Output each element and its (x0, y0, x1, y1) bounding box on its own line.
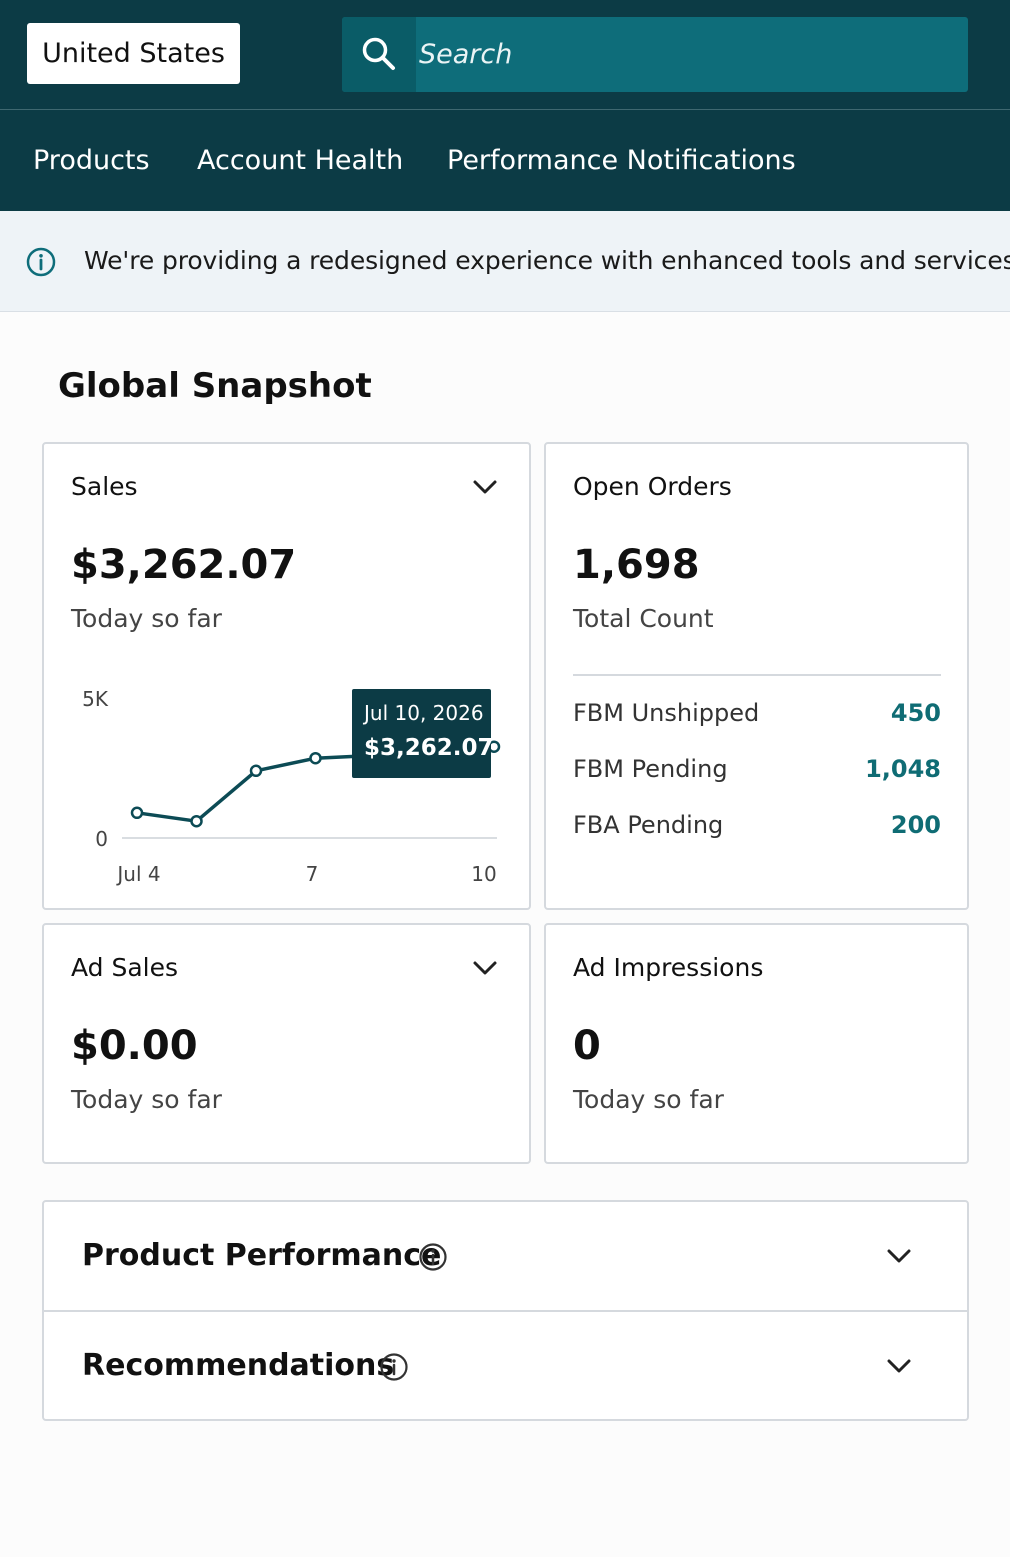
chart-data-point[interactable] (309, 751, 322, 765)
x-tick-label: 7 (306, 862, 319, 886)
y-tick-label: 5K (82, 687, 109, 711)
ad-impressions-subtitle: Today so far (573, 1085, 724, 1114)
open-orders-title: Open Orders (573, 472, 732, 501)
main-nav: Products Account Health Performance Noti… (0, 110, 1010, 211)
divider (573, 674, 941, 676)
banner-message: We're providing a redesigned experience … (84, 246, 1010, 275)
collapsible-sections: Product Performance Recommendations (42, 1200, 969, 1421)
sales-value: $3,262.07 (71, 542, 297, 588)
product-performance-section[interactable]: Product Performance (44, 1202, 967, 1312)
section-title: Product Performance (82, 1238, 442, 1273)
country-selector[interactable]: United States (27, 23, 240, 84)
recommendations-section[interactable]: Recommendations (44, 1312, 967, 1420)
order-row-fba-pending: FBA Pending 200 (573, 811, 941, 847)
chevron-down-icon[interactable] (472, 478, 498, 496)
ad-sales-card[interactable]: Ad Sales $0.00 Today so far (42, 923, 531, 1164)
open-orders-card[interactable]: Open Orders 1,698 Total Count FBM Unship… (544, 442, 969, 910)
sales-card-title: Sales (71, 472, 138, 501)
ad-sales-subtitle: Today so far (71, 1085, 222, 1114)
nav-item-performance-notifications[interactable]: Performance Notifications (447, 145, 796, 176)
search-bar (342, 17, 968, 92)
order-label: FBA Pending (573, 811, 724, 839)
section-title: Recommendations (82, 1348, 395, 1383)
chart-data-point[interactable] (190, 814, 203, 828)
order-row-fbm-pending: FBM Pending 1,048 (573, 755, 941, 791)
search-icon (362, 37, 395, 70)
ad-sales-title: Ad Sales (71, 953, 179, 982)
open-orders-value: 1,698 (573, 542, 700, 588)
sales-chart: 5K 0 Jul 4 7 10 (82, 687, 501, 886)
search-button[interactable] (342, 17, 416, 92)
chevron-down-icon[interactable] (886, 1247, 912, 1265)
open-orders-subtitle: Total Count (573, 604, 714, 633)
order-row-fbm-unshipped: FBM Unshipped 450 (573, 699, 941, 735)
order-count-link[interactable]: 1,048 (865, 755, 941, 783)
order-label: FBM Unshipped (573, 699, 760, 727)
sales-card[interactable]: Sales $3,262.07 Today so far 5K 0 Jul 4 … (42, 442, 531, 910)
order-count-link[interactable]: 450 (890, 699, 941, 727)
chevron-down-icon[interactable] (886, 1357, 912, 1375)
nav-item-products[interactable]: Products (33, 145, 150, 176)
info-icon[interactable] (418, 1242, 448, 1272)
top-header: United States (0, 0, 1010, 110)
order-label: FBM Pending (573, 755, 728, 783)
x-tick-label: Jul 4 (115, 862, 160, 886)
chart-data-point[interactable] (249, 764, 263, 778)
chevron-down-icon[interactable] (472, 959, 498, 977)
sales-subtitle: Today so far (71, 604, 222, 633)
ad-impressions-title: Ad Impressions (573, 953, 764, 982)
chart-tooltip: Jul 10, 2026 $3,262.07 (352, 689, 494, 778)
tooltip-date: Jul 10, 2026 (364, 701, 484, 725)
page-title: Global Snapshot (58, 366, 372, 406)
ad-impressions-value: 0 (573, 1023, 601, 1069)
tooltip-value: $3,262.07 (364, 735, 494, 761)
info-icon[interactable] (379, 1352, 409, 1382)
chart-data-point[interactable] (130, 806, 144, 820)
ad-impressions-card[interactable]: Ad Impressions 0 Today so far (544, 923, 969, 1164)
nav-item-account-health[interactable]: Account Health (197, 145, 404, 176)
info-icon (26, 247, 56, 277)
x-tick-label: 10 (471, 862, 496, 886)
search-input[interactable] (416, 17, 968, 92)
order-count-link[interactable]: 200 (890, 811, 941, 839)
info-banner: We're providing a redesigned experience … (0, 211, 1010, 312)
ad-sales-value: $0.00 (71, 1023, 198, 1069)
y-tick-label: 0 (95, 827, 108, 851)
